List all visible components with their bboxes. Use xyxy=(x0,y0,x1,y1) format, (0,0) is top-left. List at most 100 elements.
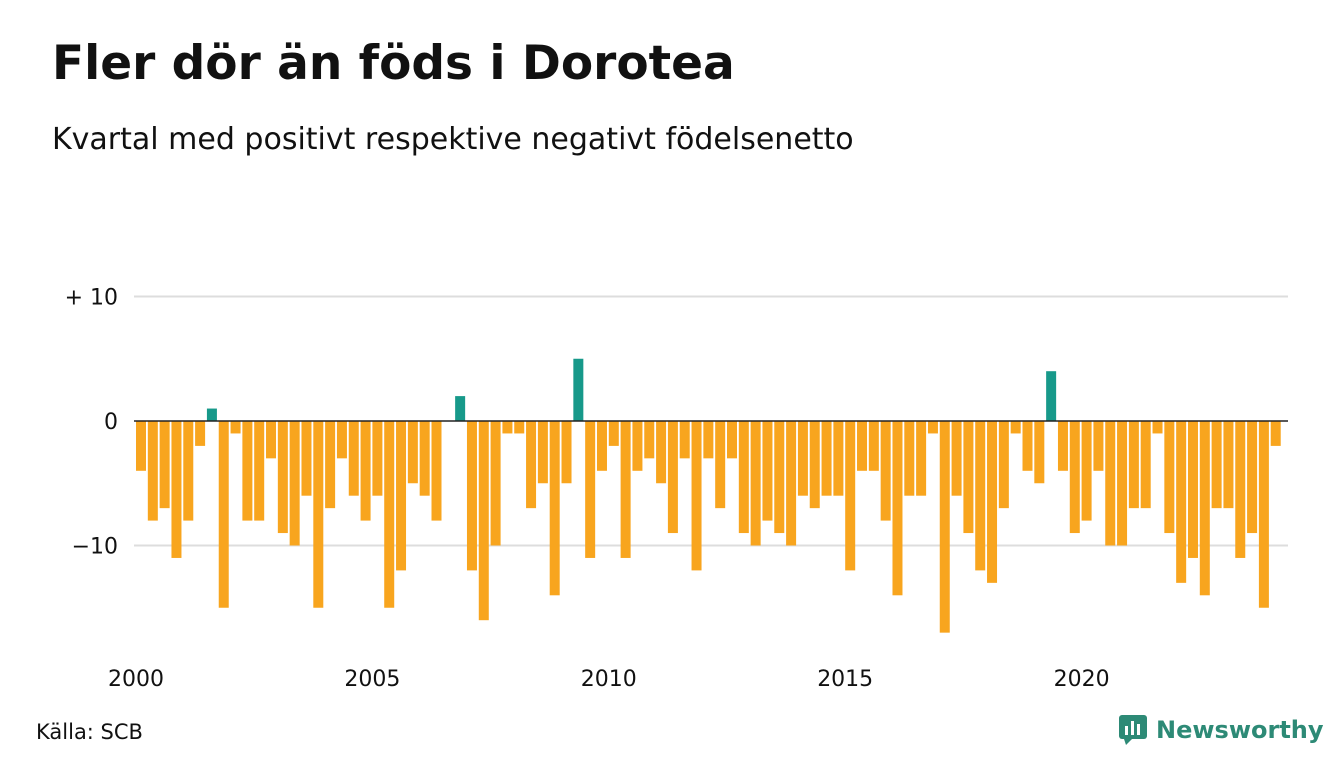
bar-negative xyxy=(313,421,324,608)
bar-negative xyxy=(183,421,194,521)
bar-negative xyxy=(478,421,489,621)
bar-positive xyxy=(1046,371,1057,421)
bar-negative xyxy=(549,421,560,596)
bar-negative xyxy=(644,421,655,459)
bar-negative xyxy=(431,421,442,521)
x-tick-label: 2015 xyxy=(817,667,873,692)
bar-negative xyxy=(526,421,537,509)
bar-negative xyxy=(325,421,336,509)
bar-negative xyxy=(927,421,938,434)
bar-negative xyxy=(715,421,726,509)
bar-negative xyxy=(301,421,312,496)
bar-negative xyxy=(159,421,170,509)
bar-negative xyxy=(372,421,383,496)
bar-negative xyxy=(360,421,371,521)
bar-negative xyxy=(904,421,915,496)
bar-negative xyxy=(1140,421,1151,509)
bar-negative xyxy=(1176,421,1187,583)
bar-negative xyxy=(1081,421,1092,521)
bar-negative xyxy=(218,421,229,608)
bar-negative xyxy=(1187,421,1198,558)
bar-negative xyxy=(336,421,347,459)
bar-negative xyxy=(384,421,395,608)
bar-negative xyxy=(1093,421,1104,471)
bar-negative xyxy=(963,421,974,534)
bar-negative xyxy=(1258,421,1269,608)
bar-negative xyxy=(951,421,962,496)
bar-negative xyxy=(242,421,253,521)
bar-negative xyxy=(727,421,737,459)
bar-negative xyxy=(171,421,182,558)
bar-negative xyxy=(998,421,1009,509)
y-tick-label: −10 xyxy=(72,535,118,560)
bar-negative xyxy=(490,421,501,546)
bar-negative xyxy=(419,421,430,496)
bar-negative xyxy=(585,421,596,558)
bar-negative xyxy=(1223,421,1234,509)
bar-negative xyxy=(916,421,927,496)
bar-negative xyxy=(821,421,832,496)
bar-negative xyxy=(975,421,986,571)
bar-negative xyxy=(1164,421,1175,534)
bar-negative xyxy=(396,421,407,571)
bar-negative xyxy=(786,421,797,546)
x-tick-label: 2000 xyxy=(108,667,164,692)
bar-negative xyxy=(679,421,690,459)
x-tick-label: 2010 xyxy=(581,667,637,692)
bar-negative xyxy=(1211,421,1222,509)
y-tick-label: 0 xyxy=(104,410,118,435)
bar-negative xyxy=(608,421,619,446)
bar-negative xyxy=(703,421,714,459)
bar-negative xyxy=(195,421,206,446)
bar-negative xyxy=(857,421,868,471)
gridlines xyxy=(134,295,1288,547)
bar-negative xyxy=(289,421,300,546)
bar-negative xyxy=(561,421,572,484)
x-tick-label: 2020 xyxy=(1054,667,1110,692)
bar-negative xyxy=(939,421,950,633)
bar-positive xyxy=(573,358,584,421)
y-axis-labels: + 10 0 −10 xyxy=(65,286,118,560)
bar-negative xyxy=(1022,421,1033,471)
bar-negative xyxy=(1199,421,1210,596)
bar-negative xyxy=(348,421,359,496)
bar-negative xyxy=(266,421,277,459)
bar-negative xyxy=(620,421,631,558)
brand-logo[interactable]: Newsworthy xyxy=(1118,714,1324,746)
bar-negative xyxy=(537,421,548,484)
bar-negative xyxy=(750,421,761,546)
bar-negative xyxy=(1117,421,1128,546)
bar-negative xyxy=(1128,421,1139,509)
x-axis-labels: 2000 2005 2010 2015 2020 xyxy=(108,667,1110,692)
bar-negative xyxy=(987,421,998,583)
bar-negative xyxy=(136,421,146,471)
bar-negative xyxy=(797,421,808,496)
bars xyxy=(136,358,1281,633)
bar-positive xyxy=(206,408,217,421)
bar-negative xyxy=(809,421,820,509)
bar-negative xyxy=(1247,421,1258,534)
chart-title: Fler dör än föds i Dorotea xyxy=(52,36,735,91)
bar-negative xyxy=(1270,421,1281,446)
bar-negative xyxy=(502,421,513,434)
bar-negative xyxy=(254,421,265,521)
bar-negative xyxy=(466,421,477,571)
bar-negative xyxy=(407,421,418,484)
bar-negative xyxy=(762,421,773,521)
bar-negative xyxy=(691,421,702,571)
bar-negative xyxy=(1152,421,1163,434)
brand-name: Newsworthy xyxy=(1156,716,1324,744)
bar-negative xyxy=(880,421,891,521)
bar-negative xyxy=(667,421,678,534)
bar-negative xyxy=(833,421,844,496)
bar-negative xyxy=(738,421,749,534)
bar-negative xyxy=(868,421,879,471)
bar-positive xyxy=(455,396,466,421)
y-tick-label: + 10 xyxy=(65,286,118,311)
x-tick-label: 2005 xyxy=(344,667,400,692)
bar-negative xyxy=(1069,421,1080,534)
bar-negative xyxy=(1010,421,1021,434)
chart-subtitle: Kvartal med positivt respektive negativt… xyxy=(52,122,854,157)
bar-negative xyxy=(277,421,288,534)
